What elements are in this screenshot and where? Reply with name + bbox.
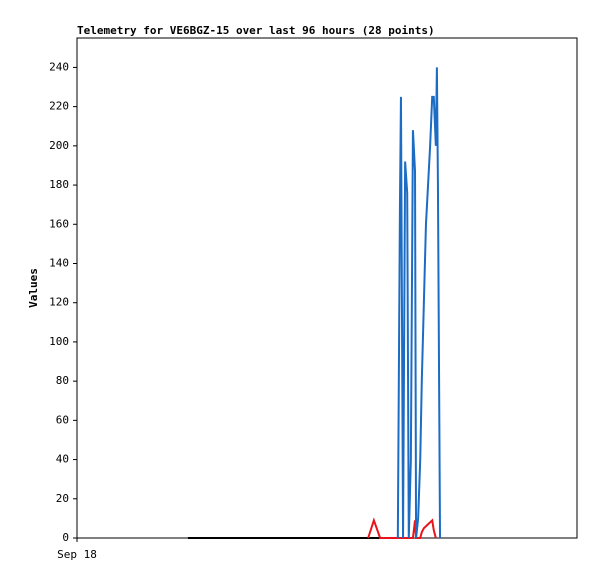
x-tick-label: Sep 18 (57, 548, 97, 561)
y-axis-label: Values (27, 268, 40, 308)
y-tick-label: 220 (49, 100, 69, 113)
y-tick-label: 40 (56, 453, 69, 466)
y-tick-label: 140 (49, 256, 69, 269)
series-line (367, 517, 437, 539)
y-tick-label: 240 (49, 60, 69, 73)
series-line (396, 67, 442, 539)
y-tick-label: 180 (49, 178, 69, 191)
y-tick-label: 160 (49, 217, 69, 230)
y-tick-label: 120 (49, 296, 69, 309)
chart-title: Telemetry for VE6BGZ-15 over last 96 hou… (77, 24, 435, 37)
plot-frame (76, 37, 578, 539)
y-tick-label: 80 (56, 374, 69, 387)
y-tick-label: 100 (49, 335, 69, 348)
y-tick-label: 0 (62, 531, 69, 544)
y-tick-label: 60 (56, 413, 69, 426)
y-tick-label: 20 (56, 492, 69, 505)
y-tick-label: 200 (49, 139, 69, 152)
